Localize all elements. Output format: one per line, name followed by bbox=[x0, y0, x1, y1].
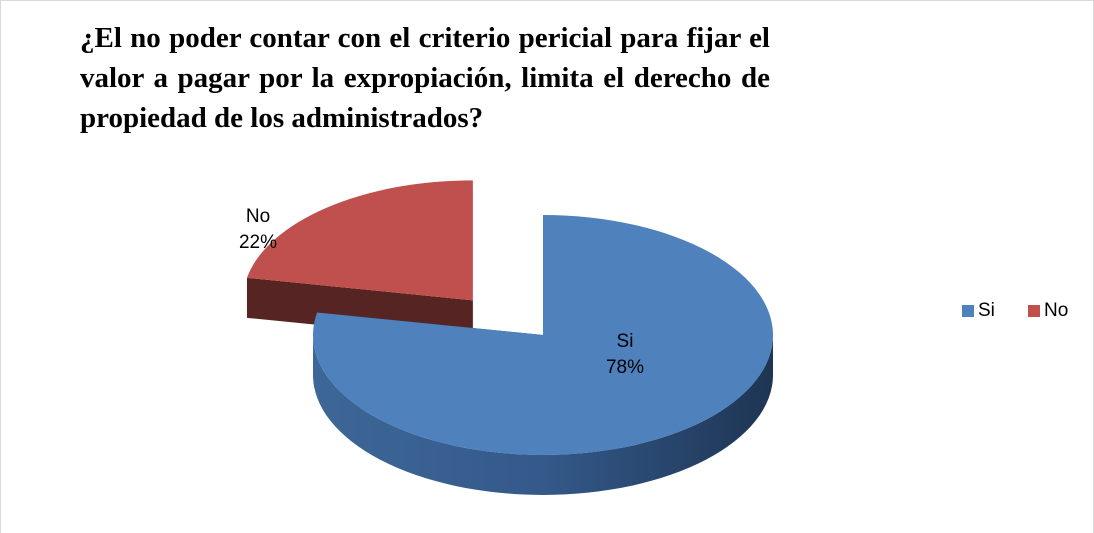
legend-swatch bbox=[962, 305, 974, 317]
legend-swatch bbox=[1028, 305, 1040, 317]
slice bbox=[313, 215, 773, 455]
legend-label: No bbox=[1044, 300, 1068, 321]
slice-side bbox=[313, 335, 773, 495]
slice bbox=[246, 180, 473, 301]
slice-value-label: 78% bbox=[606, 357, 644, 378]
slice-category-label: No bbox=[246, 206, 270, 227]
chart-title: ¿El no poder contar con el criterio peri… bbox=[80, 22, 770, 134]
legend-label: Si bbox=[978, 300, 995, 321]
slice-value-label: 22% bbox=[239, 232, 277, 253]
slice-category-label: Si bbox=[617, 331, 634, 352]
